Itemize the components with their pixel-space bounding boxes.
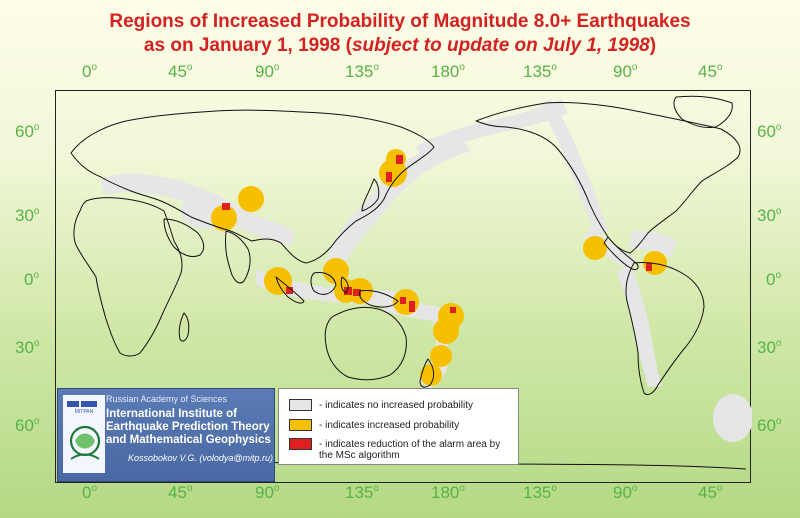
sulawesi-coast xyxy=(340,276,349,294)
lon-bottom-label: 45o xyxy=(698,483,723,502)
reduced-region xyxy=(222,203,230,210)
reduced-region xyxy=(386,172,392,182)
lon-bottom-label: 0o xyxy=(82,483,98,502)
lon-top-label: 45o xyxy=(698,62,723,81)
increased-probability-regions xyxy=(211,149,667,386)
reduced-region xyxy=(409,301,415,312)
increased-region xyxy=(430,345,452,367)
central-america-coast xyxy=(603,236,639,270)
legend-swatch-yellow xyxy=(289,419,312,431)
alpide-belt xyxy=(101,173,294,246)
reduced-region xyxy=(353,289,361,296)
north-america-belt xyxy=(540,99,608,236)
south-america-belt xyxy=(616,266,662,387)
legend-label: - indicates reduction of the alarm area … xyxy=(319,439,501,461)
lon-top-label: 0o xyxy=(82,62,98,81)
sumatra-coast xyxy=(275,276,305,304)
title-line-1: Regions of Increased Probability of Magn… xyxy=(109,11,691,32)
lat-left-label: 60o xyxy=(15,122,40,141)
lat-left-label: 30o xyxy=(15,338,40,357)
japan-coast xyxy=(361,178,380,212)
increased-region xyxy=(211,205,237,231)
institute-panel: MITPAN Russian Academy of Sciences Inter… xyxy=(57,388,275,482)
lon-bottom-label: 135o xyxy=(523,483,557,502)
map-legend: - indicates no increased probability - i… xyxy=(278,388,519,465)
lon-top-label: 135o xyxy=(523,62,557,81)
legend-swatch-red xyxy=(289,438,312,450)
legend-swatch-gray xyxy=(289,399,312,411)
madagascar-coast xyxy=(178,312,190,342)
lat-right-label: 30o xyxy=(757,206,782,225)
lon-top-label: 90o xyxy=(255,62,280,81)
increased-region xyxy=(238,186,264,212)
increased-region xyxy=(420,364,442,386)
lon-top-label: 180o xyxy=(431,62,465,81)
reduced-region xyxy=(396,155,403,164)
msc-reduction-regions xyxy=(222,155,652,313)
lat-left-label: 60o xyxy=(15,416,40,435)
institute-author: Kossobokov V.G. (volodya@mitp.ru) xyxy=(128,453,274,463)
increased-region xyxy=(583,236,607,260)
reduced-region xyxy=(450,307,456,313)
scotia-patch xyxy=(713,394,752,442)
title-line-2-italic: subject to update on July 1, 1998 xyxy=(351,35,650,56)
legend-label: - indicates increased probability xyxy=(319,420,460,431)
lon-bottom-label: 45o xyxy=(168,483,193,502)
lon-top-label: 135o xyxy=(345,62,379,81)
title-line-2-suffix: ) xyxy=(649,35,657,56)
reduced-region xyxy=(646,263,652,271)
world-map-frame xyxy=(55,90,752,483)
lat-left-label: 30o xyxy=(15,206,40,225)
arabia-coast xyxy=(163,218,205,258)
eurasia-coast xyxy=(70,109,435,264)
legend-label: - indicates no increased probability xyxy=(319,400,473,411)
lat-right-label: 0o xyxy=(766,270,782,289)
institute-academy: Russian Academy of Sciences xyxy=(106,394,228,404)
africa-coast xyxy=(73,197,183,357)
new-guinea-coast xyxy=(359,290,399,308)
borneo-coast xyxy=(310,272,337,295)
australia-coast xyxy=(324,306,407,381)
lon-bottom-label: 90o xyxy=(613,483,638,502)
svg-text:MITPAN: MITPAN xyxy=(75,409,94,415)
reduced-region xyxy=(286,287,293,294)
lon-bottom-label: 180o xyxy=(431,483,465,502)
world-map xyxy=(65,95,752,472)
institute-logo-icon: MITPAN xyxy=(63,395,105,473)
lat-right-label: 60o xyxy=(757,122,782,141)
greenland-coast xyxy=(673,95,733,128)
title-line-2: as on January 1, 1998 (subject to update… xyxy=(0,35,800,57)
lat-left-label: 0o xyxy=(24,270,40,289)
west-pacific-belt xyxy=(324,137,471,273)
institute-name: International Institute of Earthquake Pr… xyxy=(106,408,271,446)
increased-region xyxy=(264,267,292,295)
aleutian-belt xyxy=(416,99,568,161)
lon-bottom-label: 135o xyxy=(345,483,379,502)
lat-right-label: 60o xyxy=(757,416,782,435)
lon-bottom-label: 90o xyxy=(255,483,280,502)
reduced-region xyxy=(400,297,406,304)
caribbean-belt xyxy=(630,231,676,257)
reduced-region xyxy=(344,287,352,295)
lon-top-label: 45o xyxy=(168,62,193,81)
north-america-coast xyxy=(475,101,741,254)
title-line-2-prefix: as on January 1, 1998 ( xyxy=(143,35,352,56)
increased-region xyxy=(433,318,459,344)
india-coast xyxy=(225,230,251,284)
new-zealand-coast xyxy=(419,358,435,388)
lon-top-label: 90o xyxy=(613,62,638,81)
lat-right-label: 30o xyxy=(757,338,782,357)
south-america-coast xyxy=(625,262,705,396)
